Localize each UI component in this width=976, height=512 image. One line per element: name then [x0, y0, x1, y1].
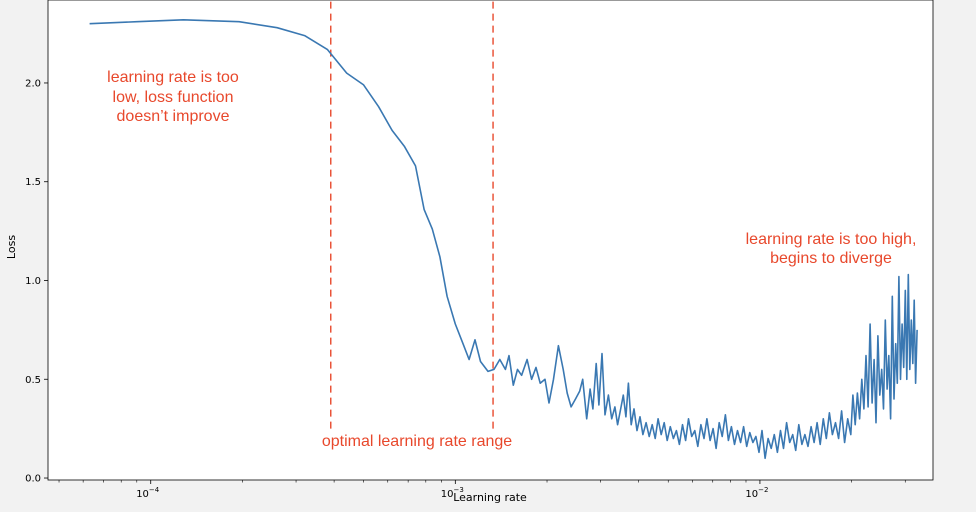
y-tick-label: 1.5 — [25, 177, 41, 188]
y-axis-ticks: 0.0 0.5 1.0 1.5 2.0 — [25, 78, 48, 485]
x-tick-label: 10−3 — [441, 486, 464, 500]
annotation-line: low, loss function — [113, 89, 234, 106]
y-tick-label: 1.0 — [25, 276, 41, 287]
annotation-line: begins to diverge — [770, 250, 892, 267]
annotation-line: learning rate is too high, — [746, 231, 917, 248]
annotation-too-low: learning rate is too low, loss function … — [107, 69, 239, 125]
plot-area — [47, 0, 934, 481]
annotation-line: learning rate is too — [107, 69, 239, 86]
annotation-too-high: learning rate is too high, begins to div… — [746, 231, 917, 267]
annotation-optimal-range: optimal learning rate range — [322, 433, 512, 450]
x-tick-label: 10−2 — [745, 486, 768, 500]
loss-curve-line — [89, 19, 918, 460]
y-tick-label: 0.0 — [25, 474, 41, 485]
annotation-line: optimal learning rate range — [322, 433, 512, 450]
y-tick-label: 2.0 — [25, 78, 41, 89]
series-layer — [89, 19, 918, 460]
y-tick-label: 0.5 — [25, 375, 41, 386]
x-axis-label: Learning rate — [453, 491, 527, 504]
x-tick-label: 10−4 — [136, 486, 160, 500]
x-axis-ticks: 10−4 10−3 10−2 — [58, 480, 906, 500]
y-axis-label: Loss — [5, 235, 18, 259]
annotation-line: doesn’t improve — [117, 108, 230, 125]
